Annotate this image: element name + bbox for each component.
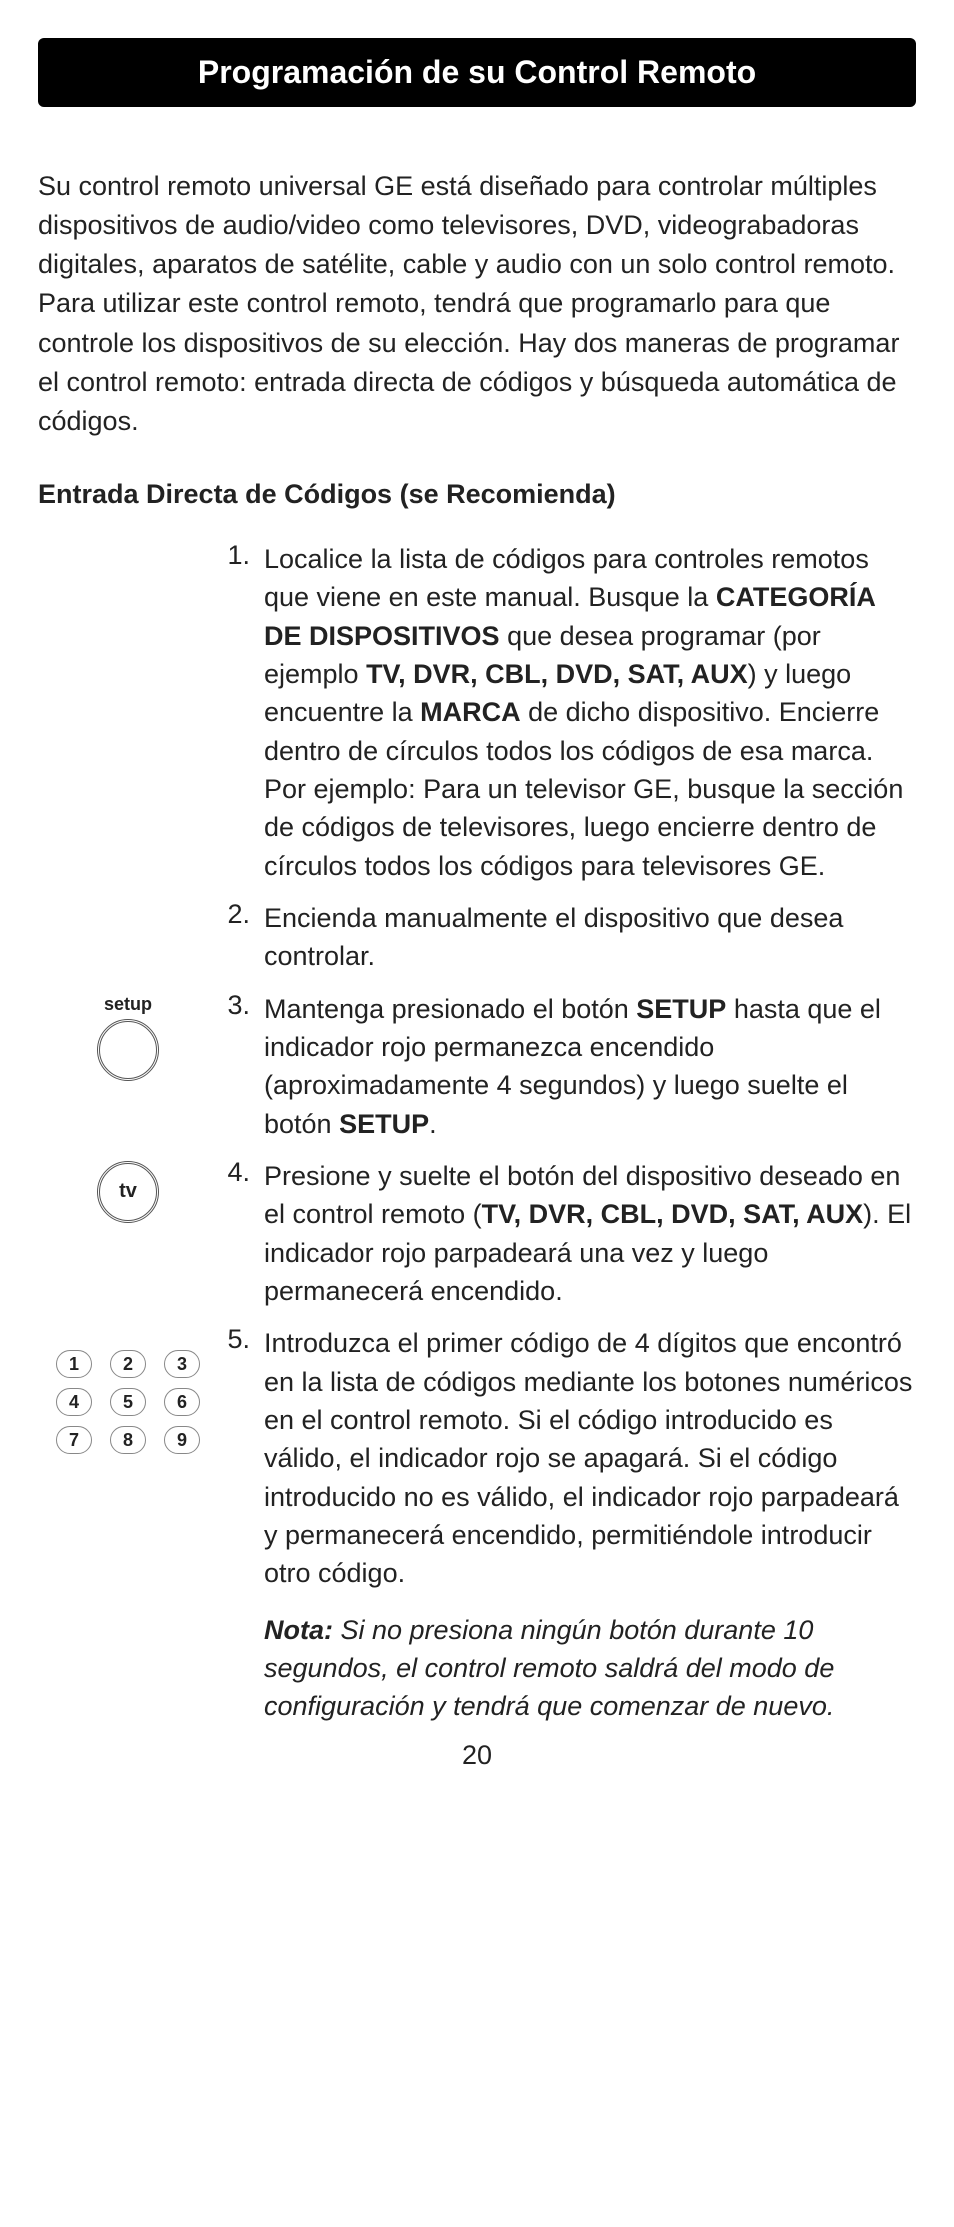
text: Encienda manualmente el dispositivo que … [264, 903, 843, 971]
step-4-icon-col: tv [38, 1157, 218, 1310]
setup-button-icon: setup [97, 994, 159, 1081]
step-2-text: Encienda manualmente el dispositivo que … [264, 899, 916, 976]
step-1-number: 1. [218, 540, 264, 885]
key-1: 1 [56, 1350, 92, 1378]
step-4-number: 4. [218, 1157, 264, 1310]
key-3: 3 [164, 1350, 200, 1378]
step-1-text: Localice la lista de códigos para contro… [264, 540, 916, 885]
bold: SETUP [636, 994, 726, 1024]
step-3-icon-col: setup [38, 990, 218, 1143]
setup-circle-icon [97, 1019, 159, 1081]
key-2: 2 [110, 1350, 146, 1378]
numeric-keypad-icon: 1 2 3 4 5 6 7 8 9 [56, 1350, 200, 1454]
text: Introduzca el primer código de 4 dígitos… [264, 1328, 912, 1588]
key-4: 4 [56, 1388, 92, 1416]
key-6: 6 [164, 1388, 200, 1416]
key-9: 9 [164, 1426, 200, 1454]
page-number: 20 [38, 1740, 916, 1771]
manual-page: Programación de su Control Remoto Su con… [0, 0, 954, 1801]
step-5: 1 2 3 4 5 6 7 8 9 5. Introduzca el prime… [38, 1324, 916, 1725]
step-1-icon-col [38, 540, 218, 885]
step-3-number: 3. [218, 990, 264, 1143]
key-7: 7 [56, 1426, 92, 1454]
step-4: tv 4. Presione y suelte el botón del dis… [38, 1157, 916, 1310]
step-5-note: Nota: Si no presiona ningún botón durant… [264, 1611, 916, 1726]
section-subheading: Entrada Directa de Códigos (se Recomiend… [38, 479, 916, 510]
note-text: Si no presiona ningún botón durante 10 s… [264, 1615, 834, 1722]
step-4-text: Presione y suelte el botón del dispositi… [264, 1157, 916, 1310]
step-2-icon-col [38, 899, 218, 976]
setup-label: setup [97, 994, 159, 1015]
step-5-number: 5. [218, 1324, 264, 1725]
bold: SETUP [339, 1109, 429, 1139]
bold: TV, DVR, CBL, DVD, SAT, AUX [366, 659, 748, 689]
step-5-text: Introduzca el primer código de 4 dígitos… [264, 1324, 916, 1725]
step-1: 1. Localice la lista de códigos para con… [38, 540, 916, 885]
step-3: setup 3. Mantenga presionado el botón SE… [38, 990, 916, 1143]
text: Mantenga presionado el botón [264, 994, 636, 1024]
page-title: Programación de su Control Remoto [38, 38, 916, 107]
tv-button-icon: tv [97, 1161, 159, 1223]
step-2: 2. Encienda manualmente el dispositivo q… [38, 899, 916, 976]
key-5: 5 [110, 1388, 146, 1416]
bold: TV, DVR, CBL, DVD, SAT, AUX [482, 1199, 864, 1229]
note-label: Nota: [264, 1615, 333, 1645]
bold: MARCA [420, 697, 521, 727]
intro-paragraph: Su control remoto universal GE está dise… [38, 167, 916, 441]
step-3-text: Mantenga presionado el botón SETUP hasta… [264, 990, 916, 1143]
steps-list: 1. Localice la lista de códigos para con… [38, 540, 916, 1726]
key-8: 8 [110, 1426, 146, 1454]
text: . [429, 1109, 437, 1139]
step-2-number: 2. [218, 899, 264, 976]
step-5-icon-col: 1 2 3 4 5 6 7 8 9 [38, 1324, 218, 1725]
